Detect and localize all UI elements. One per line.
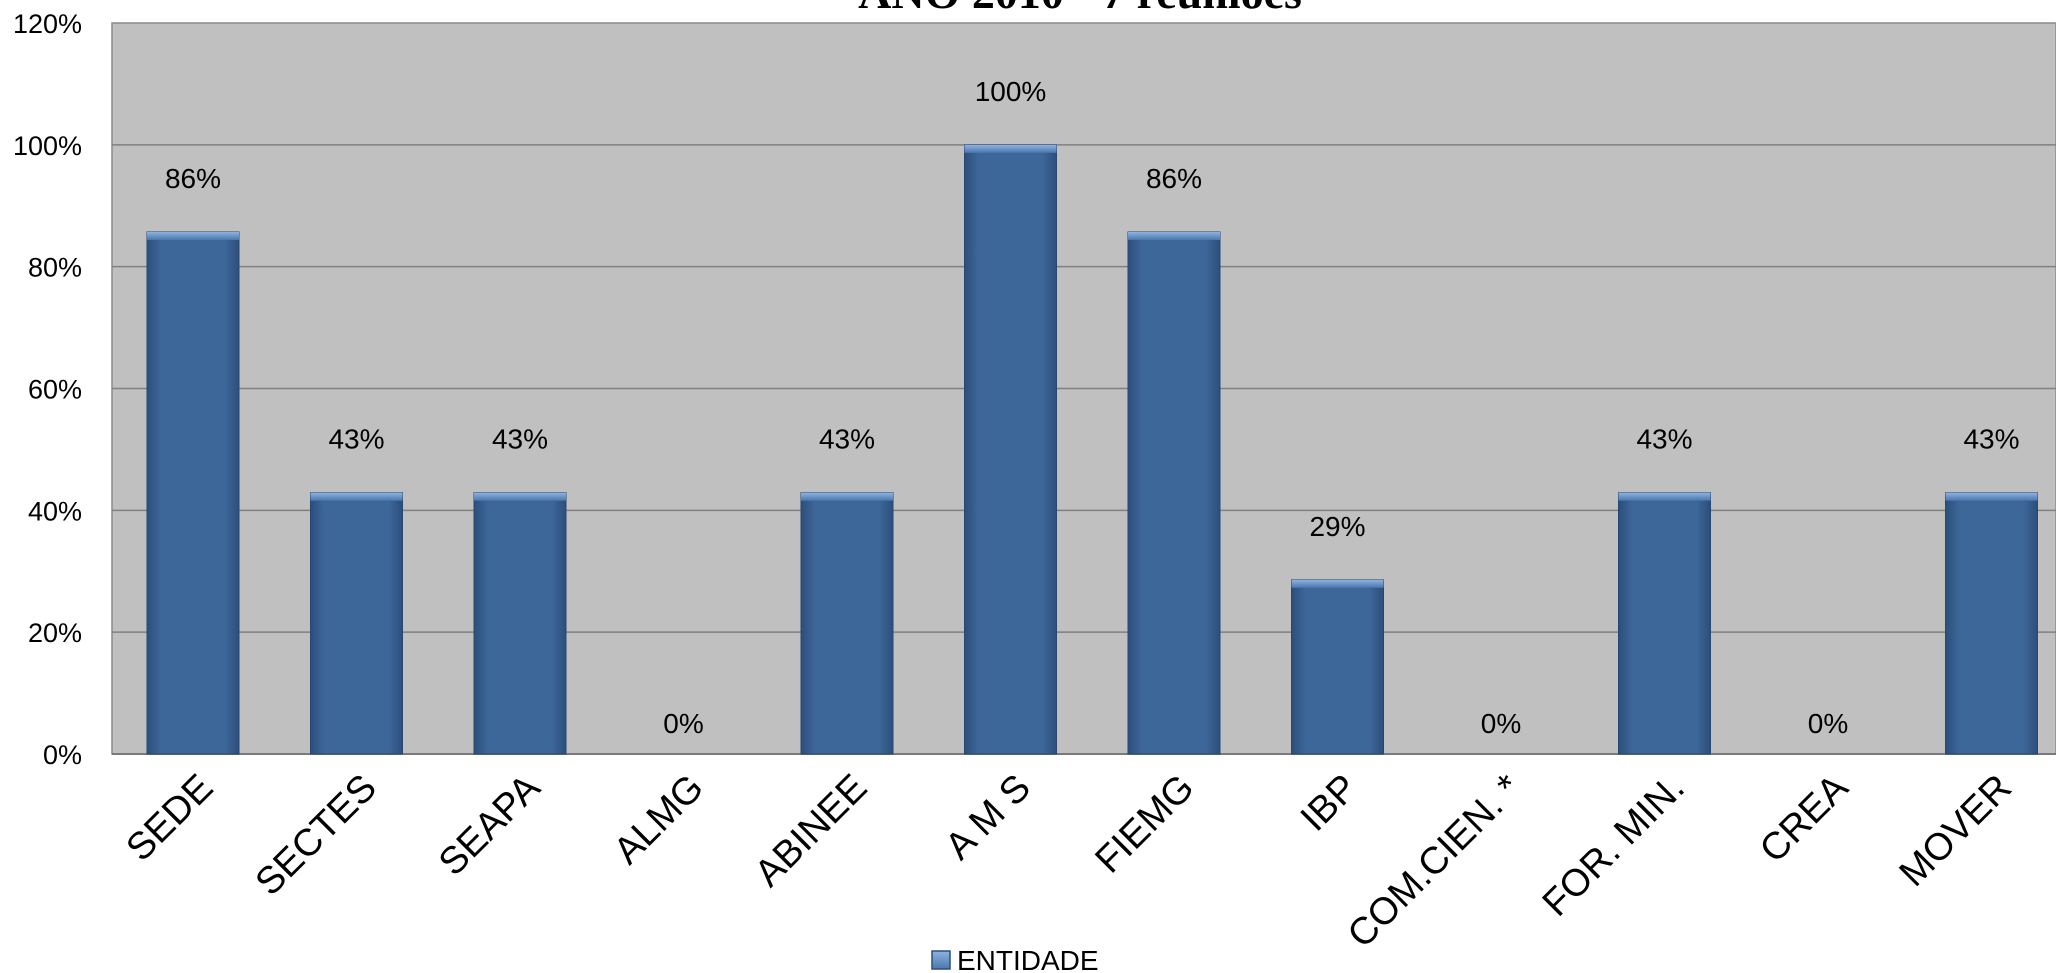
x-category-label: SEAPA	[431, 766, 549, 884]
bar-sede	[146, 231, 240, 755]
bar-top-bevel	[474, 492, 566, 501]
bar-top-bevel	[310, 492, 403, 501]
bar-top-bevel	[1128, 231, 1220, 240]
data-labels: 86% 43% 43% 0% 43% 100% 86% 29% 0% 43% 0% 43%	[165, 76, 2020, 739]
data-label: 43%	[819, 424, 875, 455]
data-label: 43%	[492, 424, 548, 455]
data-label: 0%	[663, 708, 703, 739]
x-category-label: SECTES	[248, 767, 385, 904]
bar-fiemg	[1127, 231, 1221, 755]
chart-title: ANO 2010 - 7 reuniões	[858, 0, 1302, 18]
data-label: 100%	[975, 76, 1047, 107]
x-category-label: ABINEE	[747, 767, 875, 895]
y-tick-label: 0%	[43, 740, 82, 770]
data-label: 29%	[1309, 511, 1365, 542]
bar-top-bevel	[801, 492, 893, 501]
x-category-label: FOR. MIN.	[1535, 767, 1693, 925]
bar-mover	[1945, 492, 2038, 755]
y-axis-tick-labels: 0% 20% 40% 60% 80% 100% 120%	[13, 9, 82, 770]
bar-a-m-s	[964, 144, 1057, 755]
data-label: 43%	[1636, 424, 1692, 455]
legend-swatch	[931, 950, 951, 970]
bar-top-bevel	[964, 144, 1057, 153]
data-label: 0%	[1808, 708, 1848, 739]
x-category-label: IBP	[1293, 767, 1366, 840]
y-tick-label: 20%	[28, 618, 82, 648]
data-label: 43%	[1963, 424, 2019, 455]
data-label: 86%	[1146, 163, 1202, 194]
bar-top-bevel	[1291, 579, 1384, 588]
y-tick-label: 60%	[28, 375, 82, 405]
x-category-label: COM.CIEN. *	[1340, 767, 1530, 957]
bar-ibp	[1291, 579, 1384, 755]
legend-label: ENTIDADE	[957, 945, 1099, 973]
data-label: 43%	[328, 424, 384, 455]
y-tick-label: 40%	[28, 496, 82, 526]
gridlines	[112, 144, 2056, 755]
y-tick-label: 80%	[28, 253, 82, 283]
data-label: 86%	[165, 163, 221, 194]
x-axis-category-labels: SEDE SECTES SEAPA ALMG ABINEE A M S FIEMG IBPCO…	[118, 766, 2019, 956]
bar-for-min	[1618, 492, 1711, 755]
x-category-label: FIEMG	[1088, 767, 1203, 882]
bar-top-bevel	[147, 231, 239, 240]
x-category-label: MOVER	[1892, 767, 2020, 895]
bar-abinee	[800, 492, 894, 755]
x-category-label: ALMG	[606, 767, 712, 873]
x-category-label: SEDE	[118, 767, 221, 870]
bar-top-bevel	[1618, 492, 1711, 501]
x-category-label: A M S	[937, 767, 1038, 868]
data-label: 0%	[1481, 708, 1521, 739]
bar-top-bevel	[1945, 492, 2038, 501]
bar-seapa	[473, 492, 567, 755]
y-tick-label: 120%	[13, 9, 82, 39]
x-category-label: CREA	[1752, 766, 1857, 871]
y-tick-label: 100%	[13, 131, 82, 161]
bar-sectes	[310, 492, 403, 755]
legend: ENTIDADE	[931, 945, 1099, 973]
bar-series-entidade	[146, 144, 2038, 755]
